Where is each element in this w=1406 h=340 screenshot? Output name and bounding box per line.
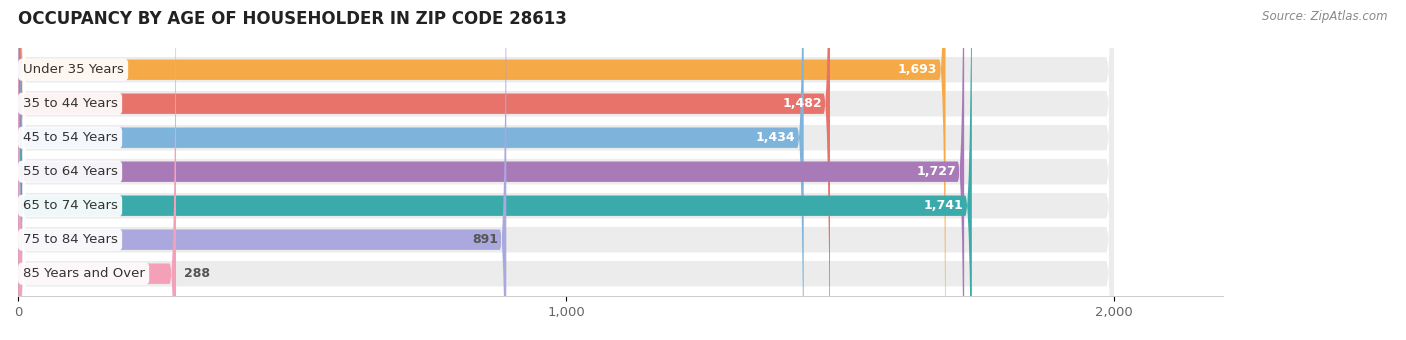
FancyBboxPatch shape [18, 0, 1114, 340]
Text: 1,434: 1,434 [756, 131, 796, 144]
Text: 55 to 64 Years: 55 to 64 Years [22, 165, 118, 178]
Text: OCCUPANCY BY AGE OF HOUSEHOLDER IN ZIP CODE 28613: OCCUPANCY BY AGE OF HOUSEHOLDER IN ZIP C… [18, 10, 567, 28]
Text: 75 to 84 Years: 75 to 84 Years [22, 233, 118, 246]
Text: 891: 891 [472, 233, 498, 246]
Text: 35 to 44 Years: 35 to 44 Years [22, 97, 118, 110]
FancyBboxPatch shape [18, 0, 1114, 340]
FancyBboxPatch shape [18, 0, 1114, 340]
FancyBboxPatch shape [18, 0, 1114, 340]
Text: 45 to 54 Years: 45 to 54 Years [22, 131, 118, 144]
Text: Under 35 Years: Under 35 Years [22, 63, 124, 76]
Text: 1,693: 1,693 [898, 63, 938, 76]
FancyBboxPatch shape [18, 0, 972, 340]
Text: 1,741: 1,741 [924, 199, 963, 212]
Text: 85 Years and Over: 85 Years and Over [22, 267, 145, 280]
Text: 1,482: 1,482 [782, 97, 821, 110]
FancyBboxPatch shape [18, 0, 946, 340]
FancyBboxPatch shape [18, 0, 176, 340]
Text: 1,727: 1,727 [917, 165, 956, 178]
Text: 65 to 74 Years: 65 to 74 Years [22, 199, 118, 212]
FancyBboxPatch shape [18, 0, 1114, 340]
FancyBboxPatch shape [18, 0, 506, 340]
FancyBboxPatch shape [18, 0, 1114, 340]
FancyBboxPatch shape [18, 0, 965, 340]
FancyBboxPatch shape [18, 0, 1114, 340]
FancyBboxPatch shape [18, 0, 804, 340]
FancyBboxPatch shape [18, 0, 830, 340]
Text: Source: ZipAtlas.com: Source: ZipAtlas.com [1263, 10, 1388, 23]
Text: 288: 288 [184, 267, 211, 280]
